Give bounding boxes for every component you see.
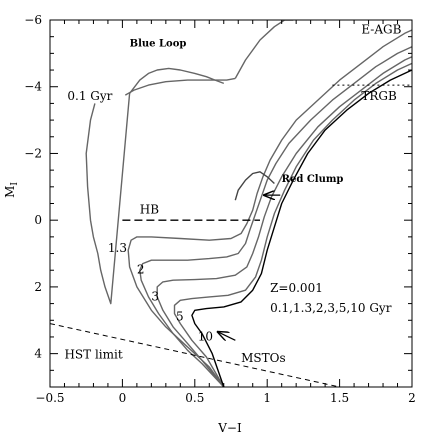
series-agb-upper xyxy=(234,20,294,79)
y-tick-label: 0 xyxy=(34,213,42,227)
series-iso-5 xyxy=(173,62,412,387)
series-iso-2 xyxy=(139,46,412,387)
dashed-line-hst-limit xyxy=(50,323,340,387)
annotation-age-1.3: 1.3 xyxy=(108,241,127,255)
x-tick-label: 2 xyxy=(408,391,416,405)
annotation-hst-limit-label: HST limit xyxy=(64,348,122,362)
y-tick-label: −4 xyxy=(24,80,42,94)
annotation-age-0.1: 0.1 Gyr xyxy=(67,89,112,103)
annotation-e-agb: E-AGB xyxy=(361,22,401,36)
plot-frame xyxy=(49,19,413,388)
x-axis: −0.5 0 0.5 1 1.5 2 xyxy=(35,20,416,405)
y-tick-label: 2 xyxy=(34,280,42,294)
x-tick-label: −0.5 xyxy=(35,391,64,405)
series-iso-0.1 xyxy=(85,67,225,305)
annotation-ages-label: 0.1,1.3,2,3,5,10 Gyr xyxy=(270,301,392,315)
x-tick-label: 0.5 xyxy=(185,391,204,405)
y-tick-label: −2 xyxy=(24,146,42,160)
annotation-red-clump-label: Red Clump xyxy=(282,174,344,185)
annotation-trgb-label: TRGB xyxy=(361,89,397,103)
y-axis-label-main: M xyxy=(3,186,17,198)
annotation-age-3: 3 xyxy=(151,289,159,303)
annotation-blue-loop: Blue Loop xyxy=(130,39,187,50)
series-iso-1.3 xyxy=(127,29,412,387)
series-iso-10 xyxy=(191,69,412,387)
x-tick-label: 0 xyxy=(119,391,127,405)
annotation-age-10: 10 xyxy=(198,329,213,343)
x-tick-label: 1.5 xyxy=(330,391,349,405)
y-axis-label: MI xyxy=(3,182,20,198)
plot-area: Blue Loop 0.1 Gyr E-AGB TRGB Red Clump HB 1.3 2… xyxy=(49,19,413,388)
annotation-age-5: 5 xyxy=(176,309,184,323)
annotation-hb-label: HB xyxy=(140,203,159,217)
y-axis-label-subscript: I xyxy=(10,182,20,186)
data-layer xyxy=(50,20,412,387)
y-tick-label: 4 xyxy=(34,347,42,361)
arrow-mstos-arrow xyxy=(218,332,236,340)
annotation-mstos: MSTOs xyxy=(241,351,286,365)
series-blue-loop-lower xyxy=(124,77,236,96)
annotation-age-2: 2 xyxy=(137,263,145,277)
series-red-clump xyxy=(234,171,275,201)
y-tick-label: −6 xyxy=(24,13,42,27)
x-axis-label: V−I xyxy=(217,421,242,435)
x-tick-label: 1 xyxy=(263,391,271,405)
series-iso-3 xyxy=(156,56,412,387)
annotation-z-label: Z=0.001 xyxy=(270,281,323,295)
y-axis: −6 −4 −2 0 2 4 xyxy=(24,13,412,388)
